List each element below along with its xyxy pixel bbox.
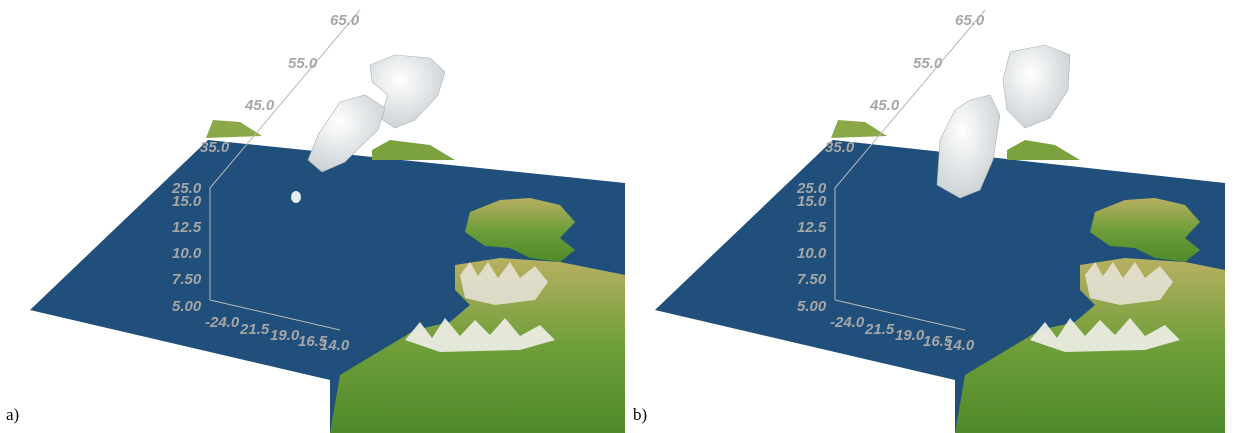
alt-tick-10: 10.0 — [172, 245, 202, 262]
lat-tick-25: 25.0 — [171, 180, 202, 197]
alt-tick-12: 12.5 — [172, 219, 202, 236]
lon-tick-21: 21.5 — [864, 321, 895, 338]
lon-tick-21: 21.5 — [239, 321, 270, 338]
mountains-1 — [1085, 262, 1173, 305]
land-strip-top — [206, 120, 262, 138]
alt-tick-10: 10.0 — [797, 245, 827, 262]
lon-tick-19: 19.0 — [270, 327, 300, 344]
lon-tick-16: 16.5 — [923, 333, 953, 350]
mountains-2 — [1030, 318, 1180, 352]
lat-tick-25: 25.0 — [796, 180, 827, 197]
land-strip-mid — [1007, 140, 1080, 160]
mountains-1 — [460, 262, 548, 305]
alt-tick-15: 15.0 — [797, 193, 827, 210]
alt-axis-labels-a: 15.0 12.5 10.0 7.50 5.00 — [172, 193, 202, 315]
lon-tick-14: 14.0 — [945, 337, 975, 354]
cloud-upper — [369, 54, 446, 129]
land-isles — [1090, 198, 1200, 262]
lat-axis-labels-b: 65.0 55.0 45.0 35.0 25.0 — [796, 12, 985, 197]
lat-axis-labels-a: 65.0 55.0 45.0 35.0 25.0 — [171, 12, 360, 197]
lat-tick-55: 55.0 — [913, 55, 943, 72]
panel-b: 65.0 55.0 45.0 35.0 25.0 15.0 12.5 10.0 … — [625, 0, 1250, 433]
alt-tick-12: 12.5 — [797, 219, 827, 236]
lat-tick-65: 65.0 — [330, 12, 360, 29]
lat-tick-45: 45.0 — [869, 97, 900, 114]
terrain-render-b: 65.0 55.0 45.0 35.0 25.0 15.0 12.5 10.0 … — [655, 9, 1225, 433]
alt-tick-5: 5.00 — [797, 298, 827, 315]
caption-a: a) — [6, 405, 20, 424]
terrain-render-a: 65.0 55.0 45.0 35.0 25.0 15.0 12.5 10.0 … — [30, 9, 625, 433]
caption-b: b) — [633, 405, 648, 424]
lat-tick-35: 35.0 — [825, 139, 855, 156]
mountains-2 — [405, 318, 555, 352]
land-isles — [465, 198, 575, 262]
lat-tick-65: 65.0 — [955, 12, 985, 29]
alt-tick-7: 7.50 — [172, 271, 202, 288]
lon-tick-24: -24.0 — [205, 314, 240, 331]
axes-a — [209, 9, 361, 331]
lon-tick-14: 14.0 — [320, 337, 350, 354]
land-strip-mid — [372, 140, 455, 160]
panel-a: 65.0 55.0 45.0 35.0 25.0 15.0 12.5 10.0 … — [6, 9, 625, 433]
lon-tick-19: 19.0 — [895, 327, 925, 344]
lon-tick-16: 16.5 — [298, 333, 328, 350]
alt-tick-15: 15.0 — [172, 193, 202, 210]
lon-axis-labels-b: -24.0 21.5 19.0 16.5 14.0 — [830, 314, 975, 354]
cloud-lower — [936, 94, 1001, 199]
axes-b — [834, 9, 986, 331]
land-strip-top — [831, 120, 887, 138]
cloud-small — [291, 191, 301, 203]
cloud-upper — [1002, 44, 1071, 129]
lat-tick-45: 45.0 — [244, 97, 275, 114]
lat-tick-55: 55.0 — [288, 55, 318, 72]
lon-axis-labels-a: -24.0 21.5 19.0 16.5 14.0 — [205, 314, 350, 354]
alt-tick-7: 7.50 — [797, 271, 827, 288]
cloud-lower — [307, 94, 386, 173]
alt-axis-labels-b: 15.0 12.5 10.0 7.50 5.00 — [797, 193, 827, 315]
lon-tick-24: -24.0 — [830, 314, 865, 331]
alt-tick-5: 5.00 — [172, 298, 202, 315]
lat-tick-35: 35.0 — [200, 139, 230, 156]
